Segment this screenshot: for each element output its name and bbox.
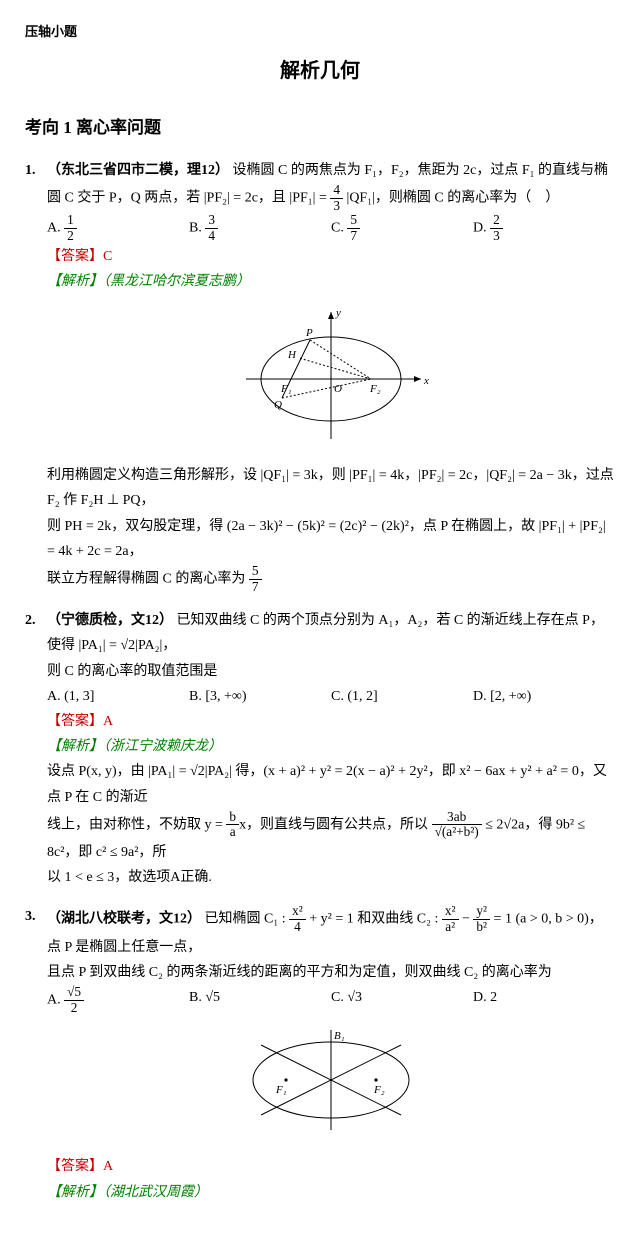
answer-label: 【答案】C [47, 244, 615, 269]
solution-line: 利用椭圆定义构造三角形解形，设 |QF₁| = 3k，则 |PF₁| = 4k，… [47, 463, 615, 513]
option-b: B. 34 [189, 213, 331, 243]
ellipse-figure-1: x y O F₁ F₂ P H Q [47, 304, 615, 453]
answer-label: 【答案】A [47, 709, 615, 734]
option-a: A. √52 [47, 985, 189, 1015]
option-d: D. 2 [473, 985, 615, 1015]
solution-source: 【解析】（湖北武汉周霞） [47, 1180, 615, 1205]
problem-source: （湖北八校联考，文12） [47, 912, 201, 927]
answer-label: 【答案】A [47, 1154, 615, 1179]
svg-text:F₁: F₁ [275, 1084, 287, 1096]
option-d: D. 23 [473, 213, 615, 243]
solution-source: 【解析】（黑龙江哈尔滨夏志鹏） [47, 269, 615, 294]
problem-source: （东北三省四市二模，理12） [47, 163, 229, 178]
problem-source: （宁德质检，文12） [47, 613, 173, 628]
problem-body: 且点 P 到双曲线 C₂ 的两条渐近线的距离的平方和为定值，则双曲线 C₂ 的离… [47, 960, 615, 985]
option-a: A. (1, 3] [47, 684, 189, 709]
option-a: A. 12 [47, 213, 189, 243]
problem-body: 已知椭圆 C₁ : [205, 912, 290, 927]
section-title: 考向 1 离心率问题 [25, 113, 615, 144]
option-row: A. (1, 3] B. [3, +∞) C. (1, 2] D. [2, +∞… [47, 684, 615, 709]
option-b: B. √5 [189, 985, 331, 1015]
svg-text:P: P [305, 327, 313, 339]
problem-number: 2. [25, 608, 36, 633]
ellipse-figure-2: B₁ F₁ F₂ [47, 1025, 615, 1144]
svg-text:Q: Q [274, 399, 282, 411]
page-title: 解析几何 [25, 53, 615, 89]
solution-line: 设点 P(x, y)，由 |PA₁| = √2|PA₂| 得，(x + a)² … [47, 759, 615, 809]
option-c: C. (1, 2] [331, 684, 473, 709]
solution-source: 【解析】（浙江宁波赖庆龙） [47, 734, 615, 759]
problem-number: 1. [25, 158, 36, 183]
option-c: C. √3 [331, 985, 473, 1015]
svg-text:F₁: F₁ [280, 383, 292, 395]
solution-line: 联立方程解得椭圆 C 的离心率为 57 [47, 564, 615, 594]
option-d: D. [2, +∞) [473, 684, 615, 709]
problem-2: 2. （宁德质检，文12） 已知双曲线 C 的两个顶点分别为 A₁，A₂，若 C… [25, 608, 615, 890]
problem-1: 1. （东北三省四市二模，理12） 设椭圆 C 的两焦点为 F₁，F₂，焦距为 … [25, 158, 615, 594]
option-row: A. √52 B. √5 C. √3 D. 2 [47, 985, 615, 1015]
solution-line: 线上，由对称性，不妨取 y = bax，则直线与圆有公共点，所以 3ab√(a²… [47, 810, 615, 865]
fraction: 43 [330, 183, 343, 213]
solution-line: 则 PH = 2k，双勾股定理，得 (2a − 3k)² − (5k)² = (… [47, 514, 615, 564]
svg-text:O: O [334, 383, 342, 395]
problem-3: 3. （湖北八校联考，文12） 已知椭圆 C₁ : x²4 + y² = 1 和… [25, 904, 615, 1204]
solution-line: 以 1 < e ≤ 3，故选项A正确. [47, 865, 615, 890]
option-b: B. [3, +∞) [189, 684, 331, 709]
page-category: 压轴小题 [25, 20, 615, 43]
svg-text:y: y [335, 307, 341, 319]
svg-text:x: x [423, 375, 429, 387]
problem-body: 则 C 的离心率的取值范围是 [47, 659, 615, 684]
svg-text:H: H [287, 349, 297, 361]
svg-text:B₁: B₁ [334, 1030, 345, 1042]
problem-number: 3. [25, 904, 36, 929]
option-c: C. 57 [331, 213, 473, 243]
option-row: A. 12 B. 34 C. 57 D. 23 [47, 213, 615, 243]
svg-text:F₂: F₂ [373, 1084, 385, 1096]
problem-body: |QF₁|，则椭圆 C 的离心率为（ ） [347, 191, 560, 206]
svg-text:F₂: F₂ [369, 383, 381, 395]
